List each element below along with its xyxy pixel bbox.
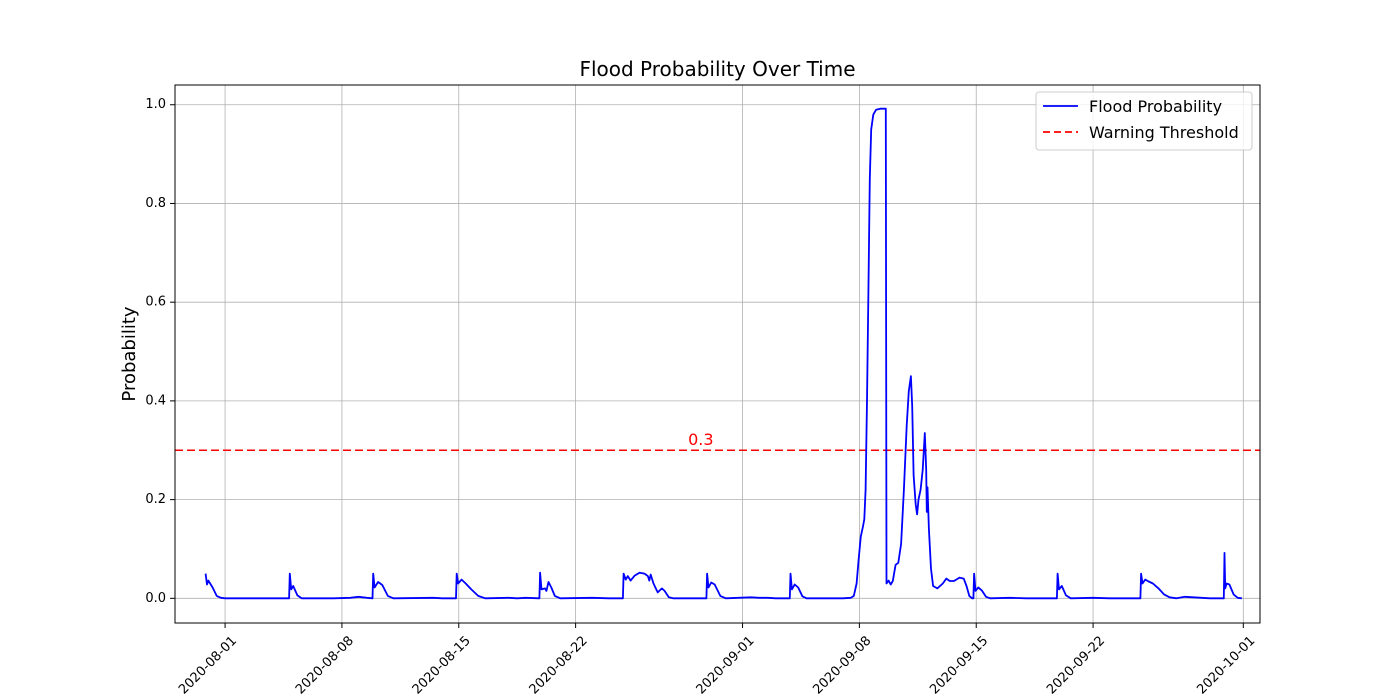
y-tick-label: 0.0 xyxy=(145,591,166,606)
y-tick-label: 0.6 xyxy=(145,295,166,310)
legend: Flood Probability Warning Threshold xyxy=(1035,91,1253,151)
x-tick-label: 2020-08-01 xyxy=(176,633,240,697)
legend-label-warning-threshold: Warning Threshold xyxy=(1089,123,1239,142)
x-axis-ticks: 2020-08-01 2020-08-08 2020-08-15 2020-08-22… xyxy=(176,623,1258,697)
y-tick-label: 0.8 xyxy=(145,196,166,211)
y-axis-label: Probability xyxy=(119,306,140,401)
y-tick-label: 1.0 xyxy=(145,97,166,112)
x-tick-label: 2020-09-15 xyxy=(927,633,991,697)
y-axis-ticks: 0.0 0.2 0.4 0.6 0.8 1.0 xyxy=(145,97,175,606)
x-tick-label: 2020-10-01 xyxy=(1194,633,1258,697)
legend-box xyxy=(1035,91,1253,151)
x-tick-label: 2020-08-08 xyxy=(293,633,357,697)
legend-label-flood-probability: Flood Probability xyxy=(1089,97,1222,116)
threshold-annotation: 0.3 xyxy=(688,430,713,449)
flood-probability-series-line xyxy=(204,107,1243,600)
y-tick-label: 0.4 xyxy=(145,393,166,408)
y-tick-label: 0.2 xyxy=(145,492,166,507)
chart-title: Flood Probability Over Time xyxy=(579,57,855,81)
threshold-group: 0.3 xyxy=(175,430,1260,452)
plot-frame xyxy=(174,84,1261,624)
x-tick-label: 2020-08-15 xyxy=(410,633,474,697)
x-tick-label: 2020-09-01 xyxy=(694,633,758,697)
x-tick-label: 2020-09-22 xyxy=(1044,633,1108,697)
x-tick-label: 2020-08-22 xyxy=(527,633,591,697)
plot-background xyxy=(175,85,1260,623)
x-tick-label: 2020-09-08 xyxy=(810,633,874,697)
